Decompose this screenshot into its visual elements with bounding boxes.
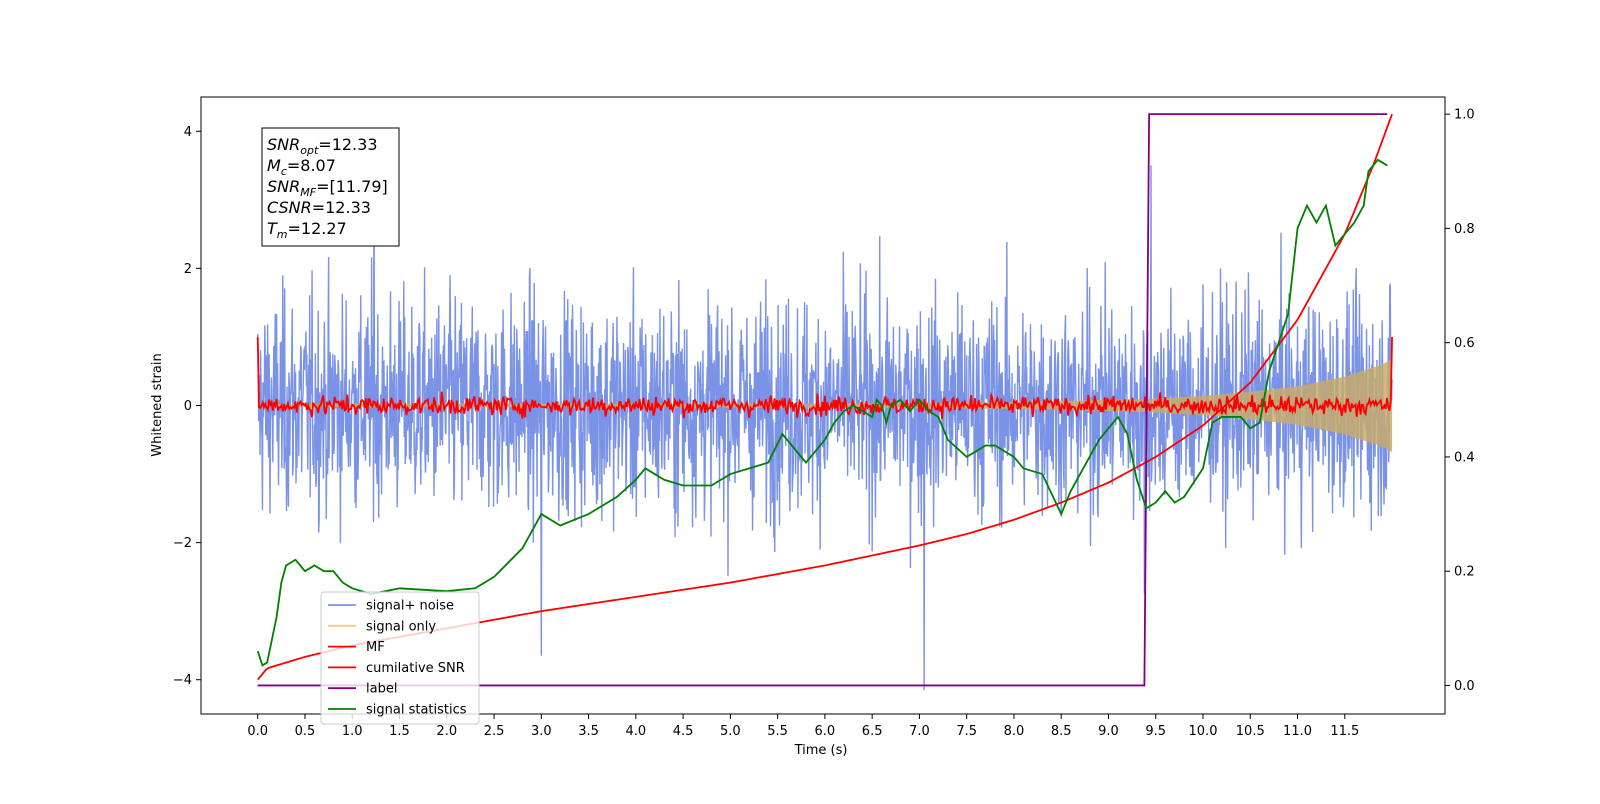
x-tick-label: 1.0 xyxy=(342,724,363,739)
legend-label: MF xyxy=(366,640,385,655)
x-tick-label: 6.5 xyxy=(862,724,883,739)
series-mf xyxy=(256,336,1393,420)
legend-label: cumilative SNR xyxy=(366,661,465,676)
legend-frame xyxy=(320,591,480,725)
y-axis-left: −4 −2 0 2 4 xyxy=(173,125,201,688)
x-tick-label: 7.5 xyxy=(956,724,977,739)
info-box-frame xyxy=(261,127,400,247)
x-tick-label: 10.0 xyxy=(1189,724,1218,739)
legend: signal+ noise signal only MF cumilative SNR… xyxy=(320,591,480,725)
x-tick-label: 1.5 xyxy=(389,724,410,739)
info-line: Mc=8.07 xyxy=(267,156,336,178)
x-tick-label: 11.5 xyxy=(1330,724,1359,739)
x-tick-label: 0.0 xyxy=(247,724,268,739)
y-axis-right: 0.0 0.2 0.4 0.6 0.8 1.0 xyxy=(1445,108,1475,694)
x-tick-label: 2.0 xyxy=(436,724,457,739)
legend-label: label xyxy=(366,682,397,697)
x-tick-label: 3.0 xyxy=(531,724,552,739)
x-tick-label: 3.5 xyxy=(578,724,599,739)
y-left-tick-label: 4 xyxy=(184,125,192,140)
y-left-tick-label: 2 xyxy=(184,262,192,277)
x-tick-label: 5.5 xyxy=(767,724,788,739)
x-tick-label: 8.0 xyxy=(1004,724,1025,739)
x-tick-label: 7.0 xyxy=(909,724,930,739)
x-tick-label: 2.5 xyxy=(484,724,505,739)
series-signal-statistics xyxy=(256,158,1388,667)
x-tick-label: 4.0 xyxy=(625,724,646,739)
series-signal-noise xyxy=(257,127,1393,691)
x-tick-label: 8.5 xyxy=(1051,724,1072,739)
y-left-tick-label: 0 xyxy=(184,399,192,414)
y-right-tick-label: 0.0 xyxy=(1454,679,1475,694)
x-tick-label: 5.0 xyxy=(720,724,741,739)
y-right-tick-label: 0.2 xyxy=(1454,565,1475,580)
y-right-tick-label: 1.0 xyxy=(1454,108,1475,123)
y-right-tick-label: 0.4 xyxy=(1454,450,1475,465)
info-line: SNRopt=12.33 xyxy=(267,135,378,157)
plot-content xyxy=(256,113,1393,691)
x-tick-label: 0.5 xyxy=(295,724,316,739)
info-line: Tm=12.27 xyxy=(267,219,347,241)
x-tick-label: 11.0 xyxy=(1283,724,1312,739)
legend-label: signal+ noise xyxy=(366,599,454,614)
info-box: SNRopt=12.33Mc=8.07SNRMF=[11.79]CSNR=12.… xyxy=(261,127,400,247)
x-tick-label: 10.5 xyxy=(1236,724,1265,739)
series-label xyxy=(257,113,1388,687)
x-axis-label: Time (s) xyxy=(794,743,848,758)
x-tick-label: 9.0 xyxy=(1098,724,1119,739)
legend-label: signal only xyxy=(366,619,436,634)
x-axis: 0.0 0.5 1.0 1.5 2.0 2.5 3.0 3.5 4.0 4.5 5.0 5.5 6.0 6… xyxy=(247,714,1359,739)
info-line: SNRMF=[11.79] xyxy=(267,177,388,199)
info-line: CSNR=12.33 xyxy=(267,198,371,217)
y-left-tick-label: −2 xyxy=(173,536,192,551)
y-right-tick-label: 0.6 xyxy=(1454,336,1475,351)
x-tick-label: 6.0 xyxy=(815,724,836,739)
x-tick-label: 4.5 xyxy=(673,724,694,739)
x-tick-label: 9.5 xyxy=(1145,724,1166,739)
y-left-tick-label: −4 xyxy=(173,673,192,688)
legend-label: signal statistics xyxy=(366,703,467,718)
y-right-tick-label: 0.8 xyxy=(1454,222,1475,237)
y-axis-label: Whitened strain xyxy=(150,353,165,456)
